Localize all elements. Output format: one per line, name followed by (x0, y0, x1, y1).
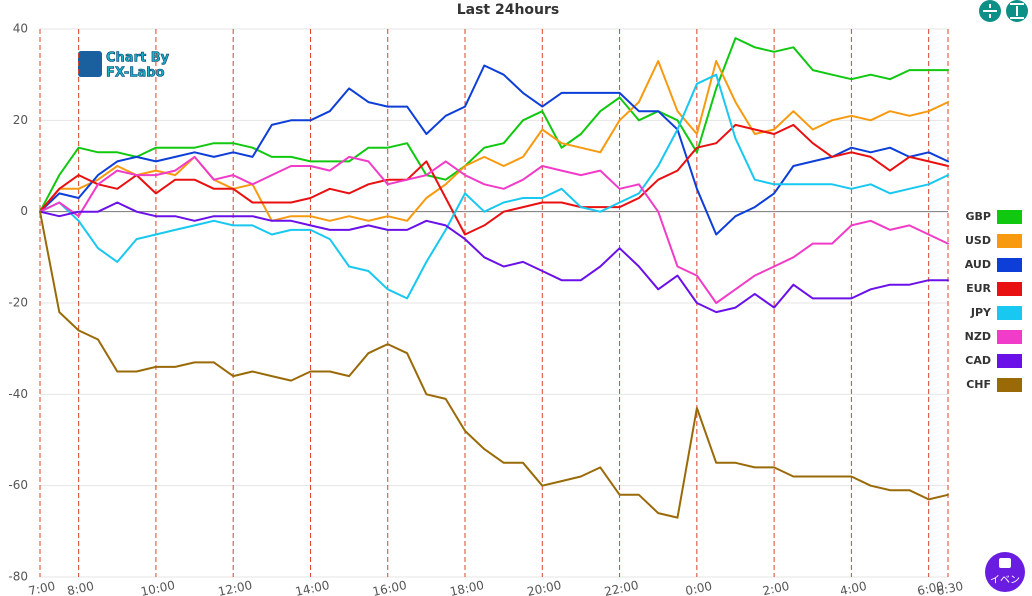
x-tick-label: 10:00 (139, 578, 176, 596)
series-line (39, 37, 949, 213)
event-button-label[interactable]: イベン (990, 574, 1020, 586)
x-tick-label: 2:00 (761, 579, 790, 596)
series-line (39, 155, 949, 304)
series-line (39, 123, 949, 236)
legend-swatch (997, 210, 1022, 224)
zoom-icon (983, 4, 997, 18)
legend-label: JPY (970, 306, 992, 319)
y-tick-label: -20 (8, 296, 28, 310)
watermark: Chart By FX-Labo (78, 50, 170, 81)
series-line (39, 201, 949, 314)
y-tick-label: 20 (13, 113, 28, 127)
event-icon (999, 558, 1011, 568)
x-tick-label: 0:00 (684, 579, 713, 596)
legend-label: CHF (966, 378, 991, 391)
x-tick-label: 18:00 (449, 578, 486, 596)
series-line (39, 64, 949, 236)
legend-swatch (997, 378, 1022, 392)
event-button-bg[interactable] (985, 552, 1025, 592)
watermark-icon (78, 51, 102, 77)
legend-swatch (997, 330, 1022, 344)
grid (39, 28, 949, 578)
legend-label: CAD (965, 354, 991, 367)
toolbar (979, 0, 1028, 22)
legend-swatch (997, 282, 1022, 296)
y-tick-label: -40 (8, 387, 28, 401)
chart-title: Last 24hours (457, 2, 560, 18)
series-line (39, 73, 949, 300)
x-tick-label: 4:00 (839, 579, 868, 596)
x-tick-label: 8:00 (66, 579, 95, 596)
legend-label: EUR (966, 282, 991, 295)
watermark-text: FX-Labo (106, 66, 165, 81)
y-tick-label: -60 (8, 478, 28, 492)
series-line (39, 210, 949, 519)
legend-label: AUD (965, 258, 991, 271)
x-tick-label: 22:00 (603, 578, 640, 596)
event-button[interactable]: イベン (985, 552, 1025, 592)
watermark-text: Chart By (106, 51, 170, 66)
legend-label: GBP (966, 210, 991, 223)
x-tick-label: 6:00 (916, 579, 945, 596)
legend-swatch (997, 258, 1022, 272)
legend-label: NZD (965, 330, 991, 343)
legend-swatch (997, 354, 1022, 368)
x-tick-label: 16:00 (371, 578, 408, 596)
y-tick-label: 40 (13, 22, 28, 36)
x-tick-label: 6:30 (935, 579, 964, 596)
fit-icon (1010, 3, 1024, 19)
legend-swatch (997, 306, 1022, 320)
x-tick-label: 7:00 (27, 579, 56, 596)
y-tick-label: -80 (8, 570, 28, 584)
legend-label: USD (965, 234, 991, 247)
y-tick-label: 0 (20, 204, 28, 218)
x-tick-label: 14:00 (294, 578, 331, 596)
x-tick-label: 12:00 (217, 578, 254, 596)
x-tick-label: 20:00 (526, 578, 563, 596)
legend-swatch (997, 234, 1022, 248)
